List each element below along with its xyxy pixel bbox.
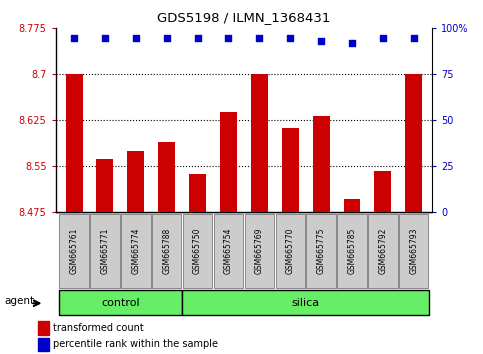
- Point: [70, 35, 78, 40]
- Point: [286, 35, 294, 40]
- Text: GSM665770: GSM665770: [286, 227, 295, 274]
- Text: GSM665761: GSM665761: [70, 227, 79, 274]
- Text: GSM665785: GSM665785: [347, 227, 356, 274]
- FancyBboxPatch shape: [276, 214, 305, 288]
- FancyBboxPatch shape: [90, 214, 120, 288]
- Bar: [189, 174, 206, 212]
- Bar: [38, 321, 48, 335]
- FancyBboxPatch shape: [214, 214, 243, 288]
- FancyBboxPatch shape: [58, 291, 182, 315]
- Bar: [158, 142, 175, 212]
- FancyBboxPatch shape: [59, 214, 89, 288]
- Text: agent: agent: [4, 296, 35, 306]
- Point: [194, 35, 201, 40]
- Bar: [220, 112, 237, 212]
- FancyBboxPatch shape: [152, 214, 182, 288]
- Text: GSM665775: GSM665775: [317, 227, 326, 274]
- FancyBboxPatch shape: [183, 214, 212, 288]
- Bar: [251, 74, 268, 212]
- Bar: [282, 129, 298, 212]
- Text: GSM665788: GSM665788: [162, 227, 171, 274]
- Text: GSM665793: GSM665793: [409, 227, 418, 274]
- Text: transformed count: transformed count: [53, 323, 143, 333]
- Text: percentile rank within the sample: percentile rank within the sample: [53, 339, 218, 349]
- Bar: [313, 116, 329, 212]
- FancyBboxPatch shape: [399, 214, 428, 288]
- Text: GSM665754: GSM665754: [224, 227, 233, 274]
- Text: control: control: [101, 298, 140, 308]
- Point: [132, 35, 140, 40]
- Point: [410, 35, 418, 40]
- Bar: [97, 159, 114, 212]
- Bar: [343, 199, 360, 212]
- Point: [225, 35, 232, 40]
- Bar: [405, 74, 422, 212]
- Point: [163, 35, 170, 40]
- Bar: [374, 171, 391, 212]
- Bar: [38, 338, 48, 351]
- Text: GSM665771: GSM665771: [100, 227, 110, 274]
- Text: GSM665769: GSM665769: [255, 227, 264, 274]
- Text: GSM665774: GSM665774: [131, 227, 141, 274]
- FancyBboxPatch shape: [121, 214, 151, 288]
- FancyBboxPatch shape: [245, 214, 274, 288]
- Point: [348, 40, 356, 46]
- FancyBboxPatch shape: [182, 291, 429, 315]
- Bar: [128, 151, 144, 212]
- FancyBboxPatch shape: [337, 214, 367, 288]
- Text: GSM665750: GSM665750: [193, 227, 202, 274]
- Bar: [66, 74, 83, 212]
- Point: [317, 38, 325, 44]
- Title: GDS5198 / ILMN_1368431: GDS5198 / ILMN_1368431: [157, 11, 330, 24]
- Text: silica: silica: [292, 298, 320, 308]
- Point: [379, 35, 387, 40]
- FancyBboxPatch shape: [368, 214, 398, 288]
- Point: [101, 35, 109, 40]
- FancyBboxPatch shape: [306, 214, 336, 288]
- Point: [256, 35, 263, 40]
- Text: GSM665792: GSM665792: [378, 227, 387, 274]
